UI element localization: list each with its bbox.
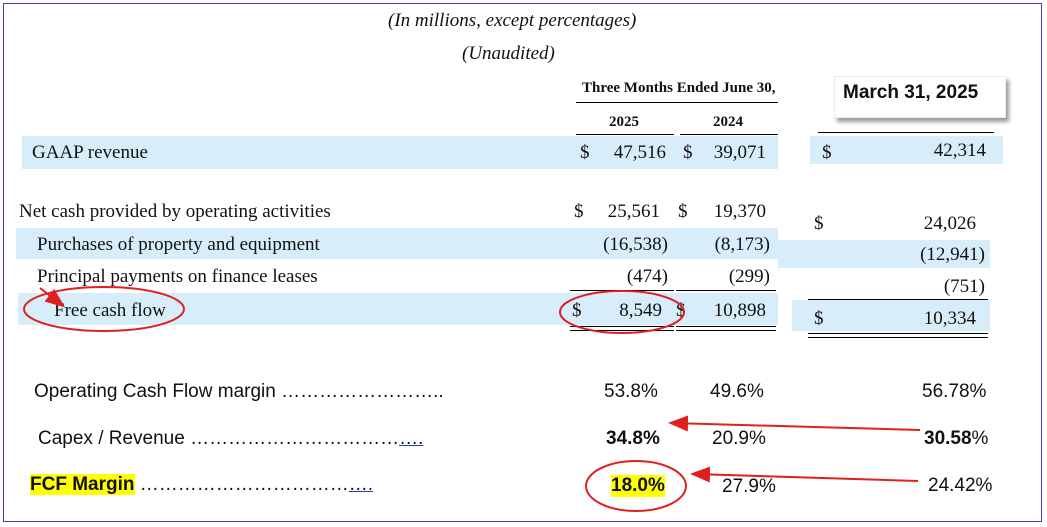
fcf-march-currency: $ [814,308,824,329]
capex-revenue-march-number: 30.58 [924,428,972,449]
principal-2025-underline [570,290,674,291]
purchases-march-value: (12,941) [920,244,985,265]
principal-2025-value: (474) [626,266,668,287]
principal-2024-value: (299) [728,266,770,287]
gaap-band [22,136,778,169]
purchases-label: Purchases of property and equipment [37,234,320,255]
document-frame [3,3,1042,522]
fcf-march-double-underline-b [808,337,988,338]
capex-revenue-march: 30.58% [924,428,988,450]
gaap-2024-value: 39,071 [713,142,766,163]
fcf-margin-leader: …………………………… [139,474,349,495]
principal-march-underline [808,299,988,300]
fcf-2025-double-underline-b [570,330,674,331]
units-note: (In millions, except percentages) [388,10,637,31]
net-cash-2025-currency: $ [574,201,584,222]
year-2025-heading: 2025 [609,114,639,130]
fcf-margin-text: FCF Margin [30,474,135,495]
fcf-2024-currency: $ [676,300,686,321]
fcf-margin-label: FCF Margin ………………………………. [30,474,373,496]
fcf-label: Free cash flow [54,300,166,321]
capex-revenue-text: Capex / Revenue [38,428,185,449]
fcf-march-band [792,300,990,331]
principal-march-value: (751) [943,276,985,297]
net-cash-march-currency: $ [814,213,824,234]
fcf-2024-double-underline-b [676,330,776,331]
gaap-march-band [810,136,1003,164]
capex-revenue-2025: 34.8% [606,428,660,449]
net-cash-2024-currency: $ [678,201,688,222]
fcf-2025-double-underline-a [570,326,674,327]
net-cash-march-value: 24,026 [923,213,976,234]
fcf-march-double-underline-a [808,333,988,334]
capex-revenue-leader-underlined: …. [399,428,424,449]
capex-revenue-leader: …………………………… [190,428,400,449]
net-cash-2025-value: 25,561 [607,201,660,222]
ocf-margin-2024: 49.6% [710,381,764,402]
fcf-2024-double-underline-a [676,326,776,327]
fcf-2025-currency: $ [572,300,582,321]
net-cash-label: Net cash provided by operating activitie… [19,201,331,222]
period-underline [576,102,778,103]
capex-revenue-label: Capex / Revenue ………………………………. [38,428,423,450]
march-heading-label: March 31, 2025 [843,82,979,103]
fcf-margin-leader-underlined: …. [348,474,374,495]
year-2024-underline [680,134,778,135]
march-underline [818,132,994,133]
fcf-margin-2025: 18.0% [611,475,665,497]
capex-revenue-march-pct: % [971,428,989,449]
ocf-margin-march: 56.78% [922,381,987,402]
fcf-margin-march: 24.42% [928,475,993,496]
purchases-2025-value: (16,538) [603,234,668,255]
gaap-revenue-label: GAAP revenue [32,142,148,163]
principal-2024-underline [676,290,776,291]
gaap-2025-value: 47,516 [613,142,666,163]
ocf-margin-text: Operating Cash Flow margin [34,381,276,402]
capex-revenue-2024: 20.9% [712,428,766,449]
unaudited-note: (Unaudited) [462,43,555,64]
purchases-2024-value: (8,173) [714,234,770,255]
principal-label: Principal payments on finance leases [37,266,318,287]
march-heading: March 31, 2025 [834,76,1006,118]
gaap-2025-currency: $ [580,142,590,163]
gaap-2024-currency: $ [683,142,693,163]
period-heading: Three Months Ended June 30, [582,80,776,96]
ocf-margin-leader: …………………….. [281,381,444,402]
fcf-margin-2024: 27.9% [722,476,776,497]
fcf-2024-value: 10,898 [713,300,766,321]
ocf-margin-2025: 53.8% [604,381,658,402]
year-2024-heading: 2024 [713,114,743,130]
net-cash-2024-value: 19,370 [713,201,766,222]
gaap-march-value: 42,314 [933,140,986,161]
fcf-2025-value: 8,549 [619,300,662,321]
fcf-march-value: 10,334 [923,308,976,329]
purchases-band [16,228,778,259]
year-2025-underline [576,134,674,135]
purchases-march-band [778,240,990,268]
gaap-march-currency: $ [822,142,832,163]
ocf-margin-label: Operating Cash Flow margin …………………….. [34,381,444,403]
